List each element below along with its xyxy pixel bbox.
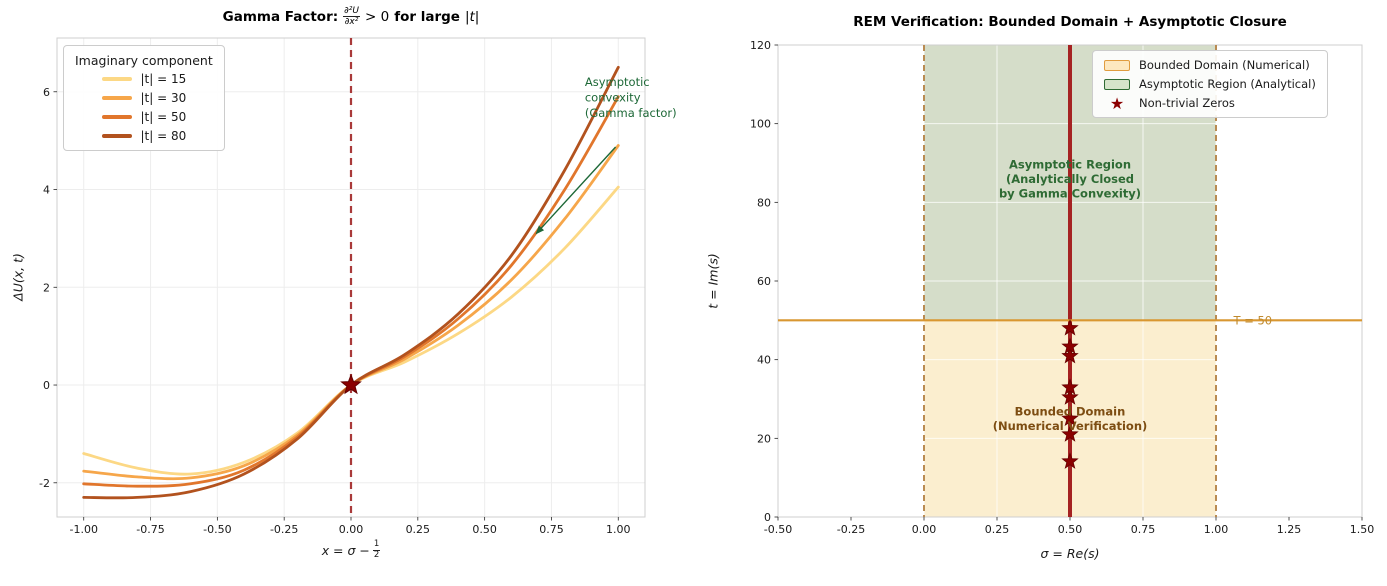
zero-star-marker <box>1061 388 1079 405</box>
left-title-tail: |t| <box>464 8 480 25</box>
left-title-prefix: Gamma Factor: <box>222 8 339 25</box>
x-tick-label: 0.00 <box>339 523 364 536</box>
x-tick-label: 0.25 <box>985 523 1010 536</box>
x-tick-label: 0.50 <box>472 523 497 536</box>
y-tick-label: 120 <box>750 39 771 52</box>
x-tick-label: -1.00 <box>69 523 97 536</box>
legend-line-swatch <box>101 96 132 100</box>
legend-entry: Asymptotic Region (Analytical) <box>1104 77 1316 91</box>
left-legend-entries: |t| = 15 |t| = 30 |t| = 50 |t| = 80 <box>75 72 213 143</box>
x-tick-label: 0.00 <box>912 523 937 536</box>
legend-label: |t| = 80 <box>140 129 187 143</box>
legend-entry: |t| = 50 <box>101 110 187 124</box>
legend-entry: ★ Non-trivial Zeros <box>1104 93 1235 113</box>
x-tick-label: 1.00 <box>606 523 631 536</box>
left-xaxis-label: x = σ − 1 2 <box>321 539 381 560</box>
x-tick-label: -0.75 <box>136 523 164 536</box>
y-tick-label: 60 <box>757 275 771 288</box>
annotation-text-line: convexity <box>585 90 641 104</box>
left-title-fraction: ∂²U ∂x² <box>343 6 360 28</box>
y-tick-label: 100 <box>750 118 771 131</box>
x-tick-label: -0.25 <box>270 523 298 536</box>
left-yaxis-label: ΔU(x, t) <box>10 253 26 301</box>
x-tick-label: -0.50 <box>764 523 792 536</box>
y-tick-label: 4 <box>43 184 50 197</box>
asymptotic-region-label-line: (Analytically Closed <box>1006 172 1134 186</box>
left-title-mid: > 0 <box>365 8 390 25</box>
threshold-label: T = 50 <box>1233 313 1273 327</box>
y-tick-label: 0 <box>43 379 50 392</box>
x-tick-label: 0.25 <box>406 523 431 536</box>
x-tick-label: 0.75 <box>1131 523 1156 536</box>
legend-entry: |t| = 15 <box>101 72 187 86</box>
x-tick-label: 0.50 <box>1058 523 1083 536</box>
series-curve-3 <box>82 65 620 500</box>
left-chart-title: Gamma Factor: ∂²U ∂x² > 0 for large |t| <box>57 6 645 28</box>
right-xaxis-label: σ = Re(s) <box>1040 546 1100 561</box>
asymptotic-region-label-line: by Gamma Convexity) <box>999 187 1141 201</box>
origin-star-marker <box>340 373 362 395</box>
left-legend-title: Imaginary component <box>75 53 213 68</box>
zero-star-marker <box>1061 319 1079 336</box>
x-tick-label: -0.50 <box>203 523 231 536</box>
asymptotic-region-label-line: Asymptotic Region <box>1009 158 1131 172</box>
zero-star-marker <box>1061 337 1079 354</box>
y-tick-label: 6 <box>43 86 50 99</box>
legend-label: |t| = 30 <box>140 91 187 105</box>
left-xlabel-fraction: 1 2 <box>372 539 381 560</box>
legend-label: Non-trivial Zeros <box>1139 96 1235 110</box>
zero-star-marker <box>1061 346 1079 364</box>
right-legend-entries: Bounded Domain (Numerical) Asymptotic Reg… <box>1104 58 1316 113</box>
annotation-text-line: (Gamma factor) <box>585 106 677 120</box>
y-tick-label: 20 <box>757 432 771 445</box>
bounded-domain-label-line: (Numerical Verification) <box>993 419 1148 433</box>
zero-star-marker <box>1061 378 1079 395</box>
legend-line-swatch <box>101 134 132 138</box>
annotation-arrow-line <box>539 146 617 230</box>
y-tick-label: 40 <box>757 354 771 367</box>
legend-line-swatch <box>101 77 132 81</box>
zero-star-marker <box>1061 409 1079 427</box>
annotation-text-line: Asymptotic <box>585 75 650 89</box>
legend-star-icon: ★ <box>1109 93 1125 113</box>
legend-entry: |t| = 80 <box>101 129 187 143</box>
zero-star-marker <box>1061 452 1079 469</box>
y-tick-label: 2 <box>43 281 50 294</box>
legend-patch-swatch <box>1104 59 1130 71</box>
right-chart-title: REM Verification: Bounded Domain + Asymp… <box>853 14 1287 30</box>
y-tick-label: 0 <box>764 511 771 524</box>
legend-entry: Bounded Domain (Numerical) <box>1104 58 1310 72</box>
x-tick-label: 0.75 <box>539 523 564 536</box>
annotation-arrow-head <box>535 225 545 235</box>
legend-entry: |t| = 30 <box>101 91 187 105</box>
y-tick-label: 80 <box>757 196 771 209</box>
x-tick-label: 1.00 <box>1204 523 1229 536</box>
legend-label: Bounded Domain (Numerical) <box>1139 58 1310 72</box>
bounded-domain-label-line: Bounded Domain <box>1015 405 1126 419</box>
left-legend: Imaginary component |t| = 15 |t| = 30 |t| … <box>63 45 225 151</box>
y-tick-label: -2 <box>39 477 50 490</box>
zero-star-marker <box>1061 425 1079 442</box>
legend-label: |t| = 50 <box>140 110 187 124</box>
legend-line-swatch <box>101 115 132 119</box>
x-tick-label: 1.25 <box>1277 523 1302 536</box>
legend-patch-swatch <box>1104 78 1130 90</box>
right-yaxis-label: t = Im(s) <box>705 253 721 309</box>
left-title-bold: for large <box>394 8 460 25</box>
legend-label: |t| = 15 <box>140 72 187 86</box>
x-tick-label: -0.25 <box>837 523 865 536</box>
right-legend: Bounded Domain (Numerical) Asymptotic Reg… <box>1092 50 1328 118</box>
legend-label: Asymptotic Region (Analytical) <box>1139 77 1316 91</box>
x-tick-label: 1.50 <box>1350 523 1375 536</box>
